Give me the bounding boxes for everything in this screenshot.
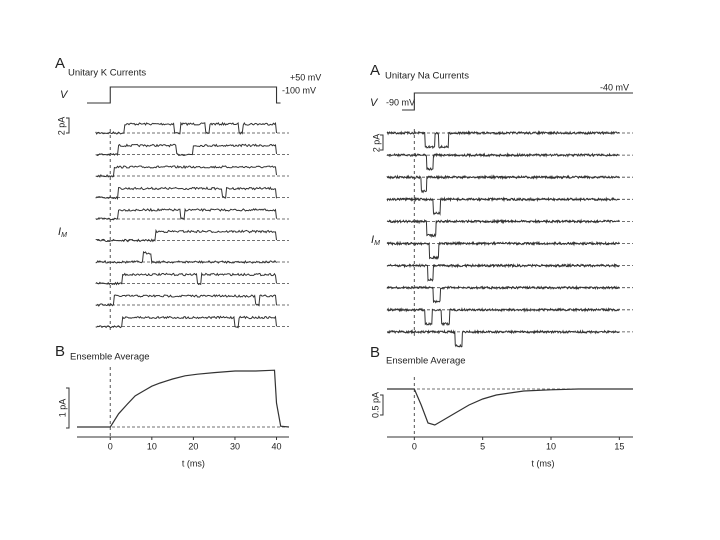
voltage-label: V bbox=[60, 89, 69, 101]
x-tick-label: 40 bbox=[272, 441, 282, 451]
unitary-trace bbox=[386, 130, 620, 150]
unitary-trace bbox=[95, 121, 277, 135]
scale-bar-label: 1 pA bbox=[57, 399, 67, 418]
unitary-trace bbox=[386, 196, 620, 216]
x-tick-label: 10 bbox=[147, 441, 157, 451]
current-label: IM bbox=[371, 234, 380, 247]
panel-label: B bbox=[370, 344, 380, 361]
unitary-trace bbox=[95, 251, 277, 265]
voltage-protocol bbox=[402, 92, 633, 111]
scale-bar bbox=[66, 117, 70, 134]
unitary-trace bbox=[95, 272, 277, 286]
scale-bar-label: 2 pA bbox=[56, 117, 66, 136]
scale-bar bbox=[66, 387, 70, 429]
current-subscript: M bbox=[374, 240, 380, 247]
voltage-hold-label: -100 mV bbox=[282, 85, 316, 95]
current-subscript: M bbox=[61, 232, 67, 239]
panel-label: A bbox=[55, 55, 65, 72]
voltage-label: V bbox=[370, 97, 379, 109]
unitary-trace bbox=[386, 240, 620, 260]
x-tick-label: 15 bbox=[614, 441, 624, 451]
unitary-trace bbox=[386, 174, 620, 194]
scale-bar bbox=[380, 134, 384, 151]
panel-title: Unitary Na Currents bbox=[385, 71, 469, 82]
current-symbol: I bbox=[58, 226, 61, 238]
ensemble-average bbox=[387, 388, 633, 426]
unitary-trace bbox=[95, 315, 277, 329]
chart-title: Ensemble Average bbox=[386, 356, 466, 367]
voltage-protocol bbox=[87, 86, 281, 104]
current-label: IM bbox=[58, 226, 67, 239]
unitary-trace bbox=[95, 228, 277, 243]
unitary-trace bbox=[386, 284, 620, 304]
panel-title: Unitary K Currents bbox=[68, 68, 146, 79]
x-tick-label: 0 bbox=[412, 441, 417, 451]
scale-bar-label: 0.5 pA bbox=[370, 392, 380, 418]
voltage-step-label: +50 mV bbox=[290, 72, 321, 82]
unitary-trace bbox=[95, 207, 277, 221]
panel-label: B bbox=[55, 343, 65, 360]
x-axis-label: t (ms) bbox=[532, 458, 555, 468]
unitary-trace bbox=[386, 152, 620, 171]
ensemble-average bbox=[77, 369, 290, 428]
unitary-trace bbox=[95, 186, 277, 201]
x-tick-label: 30 bbox=[230, 441, 240, 451]
chart-title: Ensemble Average bbox=[70, 352, 150, 363]
x-tick-label: 0 bbox=[108, 441, 113, 451]
unitary-trace bbox=[386, 218, 620, 238]
current-symbol: I bbox=[371, 234, 374, 246]
voltage-hold-label: -90 mV bbox=[386, 97, 415, 107]
x-tick-label: 10 bbox=[546, 441, 556, 451]
unitary-trace bbox=[387, 329, 620, 348]
x-tick-label: 5 bbox=[480, 441, 485, 451]
scale-bar-label: 2 pA bbox=[371, 134, 381, 153]
unitary-trace bbox=[386, 307, 620, 327]
unitary-trace bbox=[386, 262, 620, 282]
unitary-trace bbox=[95, 294, 277, 307]
panel-label: A bbox=[370, 62, 380, 79]
unitary-trace bbox=[95, 143, 277, 157]
voltage-step-label: -40 mV bbox=[600, 82, 629, 92]
unitary-trace bbox=[95, 164, 277, 178]
scale-bar bbox=[380, 394, 384, 416]
x-axis-label: t (ms) bbox=[182, 458, 205, 468]
x-tick-label: 20 bbox=[188, 441, 198, 451]
